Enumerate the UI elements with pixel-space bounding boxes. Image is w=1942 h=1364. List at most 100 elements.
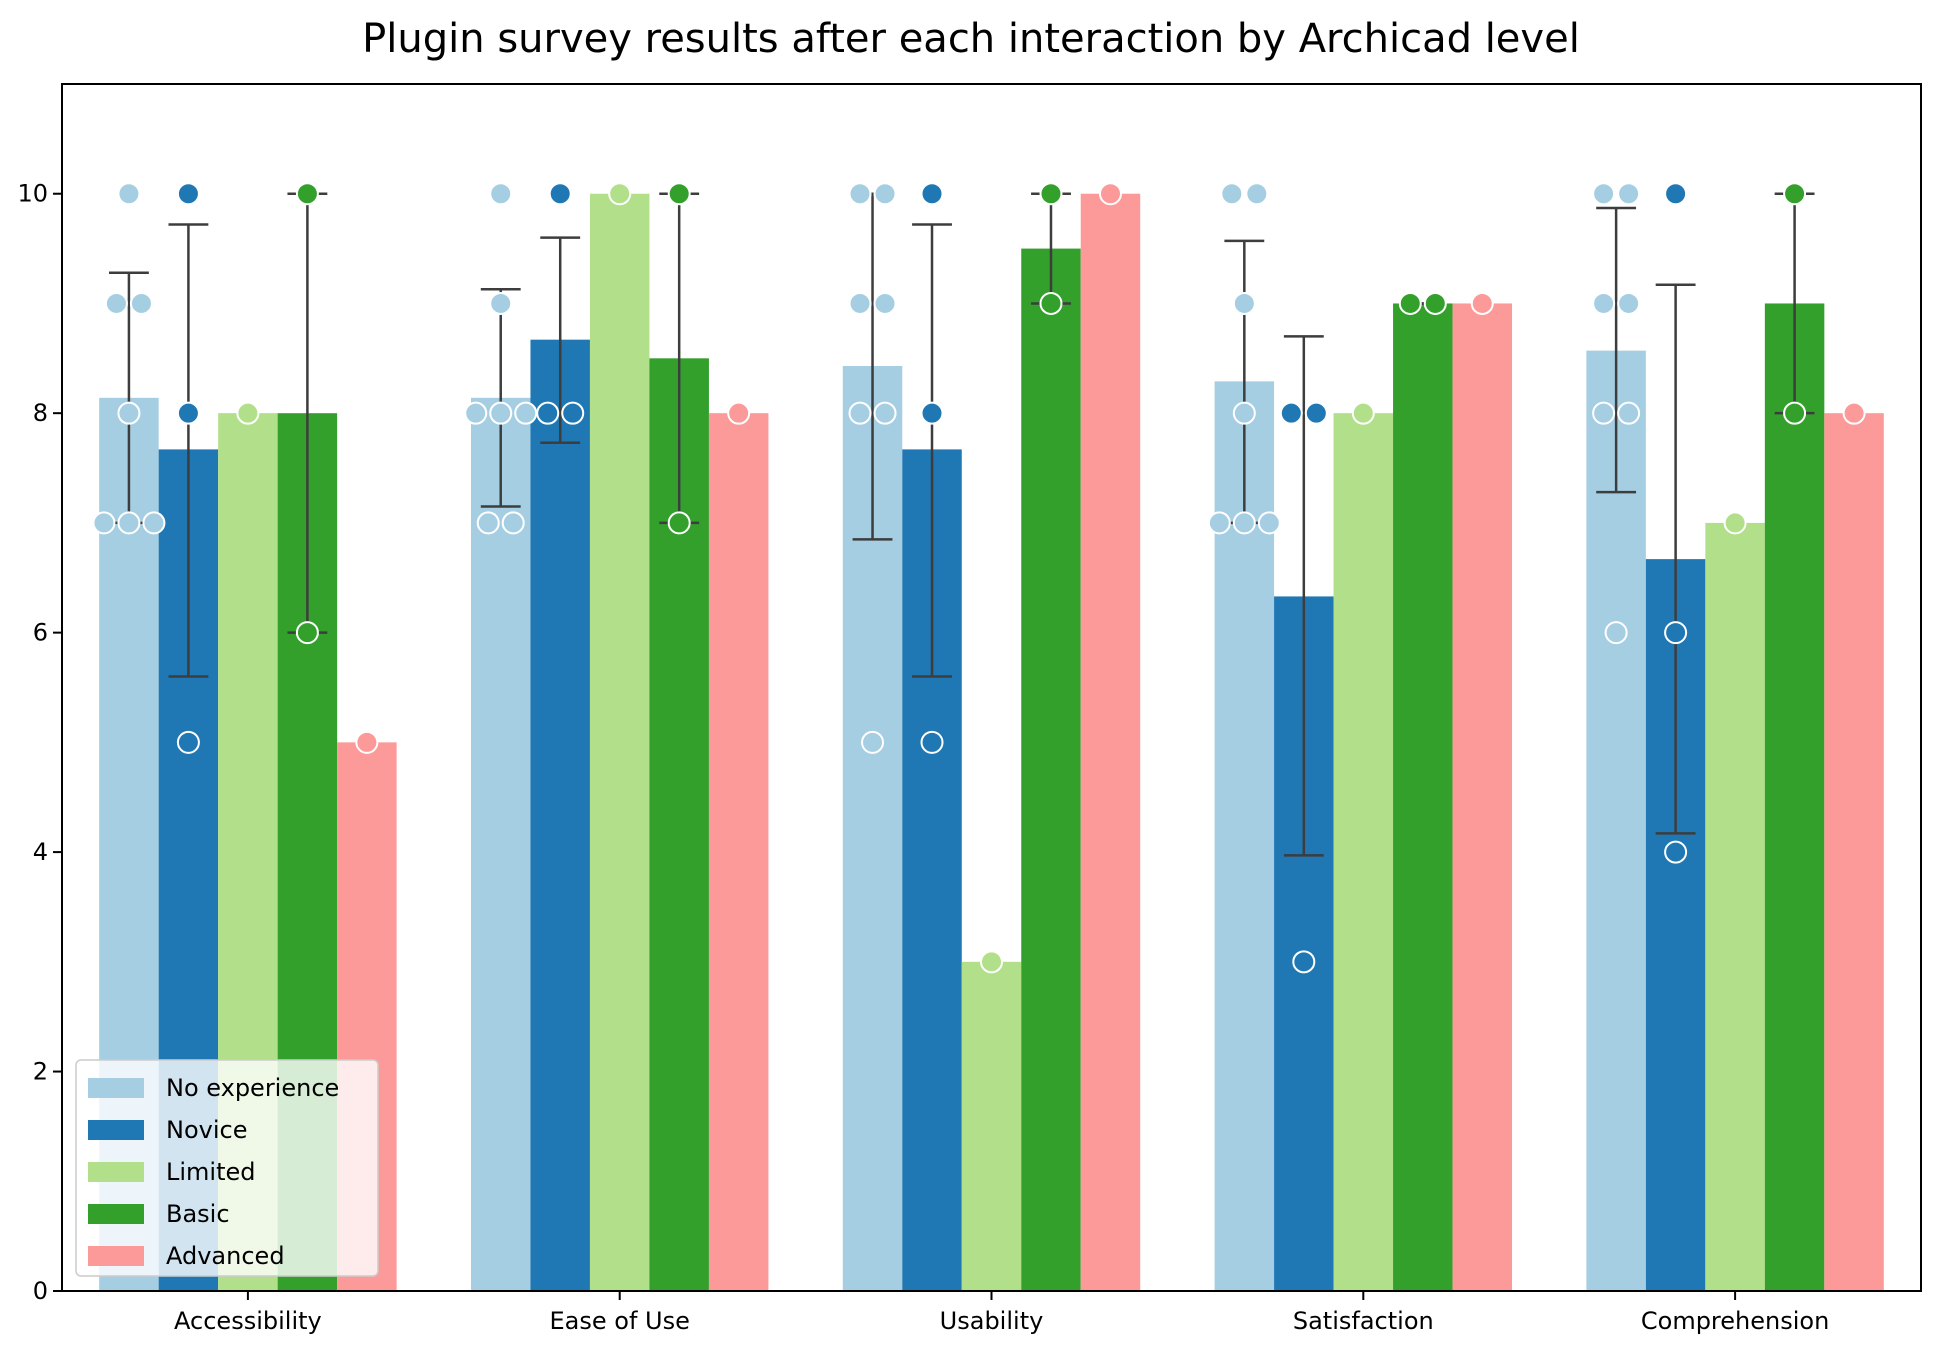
- data-point: [236, 401, 260, 425]
- data-point: [1232, 401, 1256, 425]
- data-point: [1664, 621, 1688, 645]
- data-point: [848, 182, 872, 206]
- bar: [1021, 248, 1081, 1291]
- data-point: [667, 511, 691, 535]
- data-point: [464, 401, 488, 425]
- data-point: [561, 401, 585, 425]
- data-point: [514, 401, 538, 425]
- x-tick-label: Usability: [940, 1307, 1044, 1335]
- data-point: [1304, 401, 1328, 425]
- data-point: [861, 730, 885, 754]
- data-point: [176, 401, 200, 425]
- data-point: [476, 511, 500, 535]
- y-tick-label: 8: [33, 399, 48, 427]
- data-point: [1842, 401, 1866, 425]
- data-point: [117, 401, 141, 425]
- legend-swatch: [88, 1204, 144, 1224]
- data-point: [1039, 182, 1063, 206]
- legend-label: No experience: [166, 1074, 339, 1102]
- data-point: [848, 291, 872, 315]
- data-point: [920, 730, 944, 754]
- data-point: [1351, 401, 1375, 425]
- bar: [1452, 303, 1513, 1291]
- data-point: [92, 511, 116, 535]
- data-point: [1398, 291, 1422, 315]
- data-point: [873, 182, 897, 206]
- bar: [708, 413, 769, 1291]
- bar: [1824, 413, 1884, 1291]
- data-point: [176, 730, 200, 754]
- data-point: [1592, 182, 1616, 206]
- data-point: [1470, 291, 1494, 315]
- legend-label: Basic: [166, 1200, 230, 1228]
- bar: [1393, 303, 1453, 1291]
- data-point: [295, 182, 319, 206]
- data-point: [117, 511, 141, 535]
- bar: [961, 961, 1022, 1291]
- y-tick-label: 10: [17, 180, 48, 208]
- data-point: [1617, 401, 1641, 425]
- data-point: [489, 291, 513, 315]
- data-point: [142, 511, 166, 535]
- data-point: [920, 401, 944, 425]
- bar: [1586, 350, 1646, 1291]
- data-point: [1592, 401, 1616, 425]
- data-point: [176, 182, 200, 206]
- data-point: [117, 182, 141, 206]
- data-point: [1232, 291, 1256, 315]
- legend-swatch: [88, 1162, 144, 1182]
- bar: [470, 397, 531, 1291]
- legend-swatch: [88, 1246, 144, 1266]
- data-point: [1207, 511, 1231, 535]
- data-point: [295, 621, 319, 645]
- data-point: [1617, 291, 1641, 315]
- data-point: [727, 401, 751, 425]
- data-point: [1723, 511, 1747, 535]
- x-tick-label: Satisfaction: [1293, 1307, 1434, 1335]
- bar: [1764, 303, 1825, 1291]
- data-point: [873, 291, 897, 315]
- error-bars-layer: [108, 192, 1815, 857]
- legend-box: [75, 1059, 379, 1277]
- legend-swatch: [88, 1078, 144, 1098]
- data-point: [1098, 182, 1122, 206]
- data-point: [608, 182, 632, 206]
- data-point: [920, 182, 944, 206]
- legend: No experience Novice Limited Basic Advanced: [75, 1059, 379, 1277]
- bar: [530, 339, 590, 1291]
- data-point: [1232, 511, 1256, 535]
- data-point: [104, 291, 128, 315]
- data-point: [1664, 182, 1688, 206]
- data-point: [1423, 291, 1447, 315]
- data-point: [1664, 840, 1688, 864]
- y-tick-label: 4: [33, 838, 48, 866]
- legend-label: Novice: [166, 1116, 247, 1144]
- data-point: [548, 182, 572, 206]
- data-point: [873, 401, 897, 425]
- chart-title: Plugin survey results after each interac…: [362, 16, 1580, 62]
- legend-swatch: [88, 1120, 144, 1140]
- points-layer: [92, 182, 1866, 974]
- bar: [1080, 193, 1141, 1291]
- bar: [1333, 413, 1394, 1291]
- data-point: [980, 950, 1003, 974]
- data-point: [1604, 621, 1628, 645]
- data-point: [1220, 182, 1244, 206]
- y-tick-label: 6: [33, 619, 48, 647]
- data-point: [489, 182, 513, 206]
- axes-layer: 0 2 4 6 8 10 Accessibility Ease of Use Usability…: [17, 83, 1922, 1335]
- data-point: [1783, 182, 1807, 206]
- data-point: [1783, 401, 1807, 425]
- data-point: [1245, 182, 1269, 206]
- data-point: [536, 401, 560, 425]
- bar: [589, 193, 650, 1291]
- data-point: [355, 730, 379, 754]
- x-tick-label: Accessibility: [174, 1307, 322, 1335]
- data-point: [667, 182, 691, 206]
- data-point: [848, 401, 872, 425]
- data-point: [1592, 291, 1616, 315]
- data-point: [1617, 182, 1641, 206]
- legend-label: Advanced: [166, 1242, 285, 1270]
- data-point: [489, 401, 513, 425]
